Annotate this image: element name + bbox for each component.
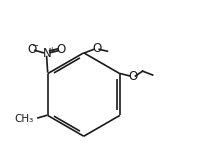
Text: O: O bbox=[27, 43, 36, 56]
Text: CH₃: CH₃ bbox=[15, 114, 34, 124]
Text: −: − bbox=[31, 41, 38, 50]
Text: N: N bbox=[43, 47, 52, 60]
Text: O: O bbox=[129, 70, 138, 83]
Text: O: O bbox=[92, 43, 102, 55]
Text: +: + bbox=[48, 46, 54, 55]
Text: O: O bbox=[57, 43, 66, 56]
